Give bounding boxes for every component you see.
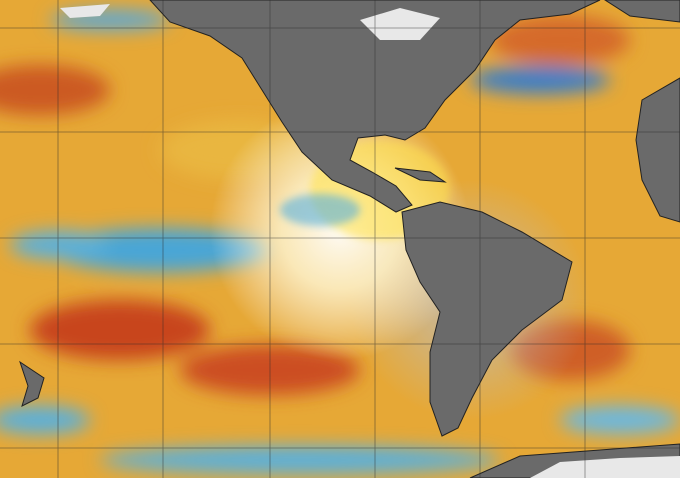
cool-patch bbox=[560, 406, 680, 434]
africa bbox=[635, 77, 680, 223]
arctic-ice bbox=[60, 4, 110, 18]
cool-patch bbox=[100, 446, 500, 474]
cool-patch bbox=[470, 66, 610, 94]
warm-patch bbox=[490, 15, 630, 65]
greenland-ice bbox=[360, 8, 440, 40]
antarctic-ice bbox=[530, 456, 680, 478]
cool-patch bbox=[0, 406, 90, 434]
warm-patch bbox=[30, 300, 210, 360]
south-america bbox=[401, 201, 573, 437]
cool-patch bbox=[280, 194, 360, 226]
europe bbox=[604, 0, 680, 23]
caribbean-islands bbox=[394, 167, 447, 183]
cool-patch bbox=[10, 231, 110, 259]
new-zealand bbox=[19, 360, 45, 407]
warm-patch bbox=[0, 65, 110, 115]
ice bbox=[60, 4, 680, 478]
